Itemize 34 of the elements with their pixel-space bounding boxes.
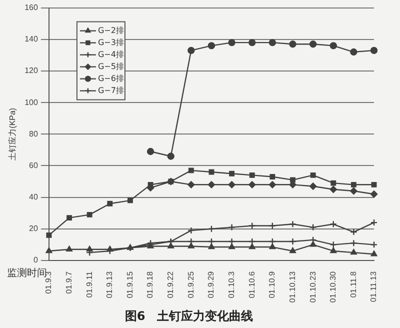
x-tick-label: 01.9.22 bbox=[166, 270, 176, 298]
y-tick-label: 100 bbox=[24, 98, 38, 107]
x-tick-label: 01.9.13 bbox=[105, 270, 114, 298]
x-tick-label: 01.10.9 bbox=[268, 270, 277, 298]
x-tick-label: 01.10.30 bbox=[328, 270, 338, 303]
x-tick-label: 01.9.25 bbox=[186, 270, 196, 298]
x-tick-label: 01.9.11 bbox=[84, 270, 94, 298]
y-tick-label: 60 bbox=[29, 160, 38, 170]
legend-label: G−5排 bbox=[98, 62, 124, 71]
y-tick-label: 160 bbox=[24, 3, 38, 12]
x-tick-label: 01.10.6 bbox=[247, 270, 256, 298]
legend-label: G−6排 bbox=[98, 74, 124, 83]
x-tick-label: 01.9.18 bbox=[146, 270, 155, 298]
x-tick-label: 01.10.23 bbox=[308, 270, 318, 303]
y-tick-label: 20 bbox=[29, 224, 38, 234]
legend-label: G−7排 bbox=[98, 86, 124, 95]
legend-label: G−2排 bbox=[98, 26, 124, 35]
legend-label: G−4排 bbox=[98, 50, 124, 59]
x-tick-label: 01.11.8 bbox=[348, 270, 358, 298]
x-tick-label: 01.9.7 bbox=[64, 270, 74, 294]
y-tick-label: 140 bbox=[24, 34, 38, 44]
y-axis-title: 土钉应力(KPa) bbox=[8, 108, 18, 160]
y-tick-label: 0 bbox=[33, 256, 38, 265]
x-tick-label: 01.9.15 bbox=[125, 270, 134, 298]
y-tick-label: 40 bbox=[29, 192, 38, 202]
x-tick-label: 01.10.3 bbox=[226, 270, 236, 298]
y-tick-label: 80 bbox=[29, 129, 38, 138]
x-tick-label: 01.10.13 bbox=[288, 270, 297, 303]
text: 图6 土钉应力变化曲线 bbox=[124, 308, 254, 323]
x-tick-label: 01.9.29 bbox=[206, 270, 216, 298]
x-tick-label: 01.11.13 bbox=[369, 270, 378, 302]
y-tick-label: 120 bbox=[24, 66, 38, 76]
legend-label: G−3排 bbox=[98, 38, 124, 47]
x-axis-title: 监测时间 bbox=[6, 267, 47, 280]
